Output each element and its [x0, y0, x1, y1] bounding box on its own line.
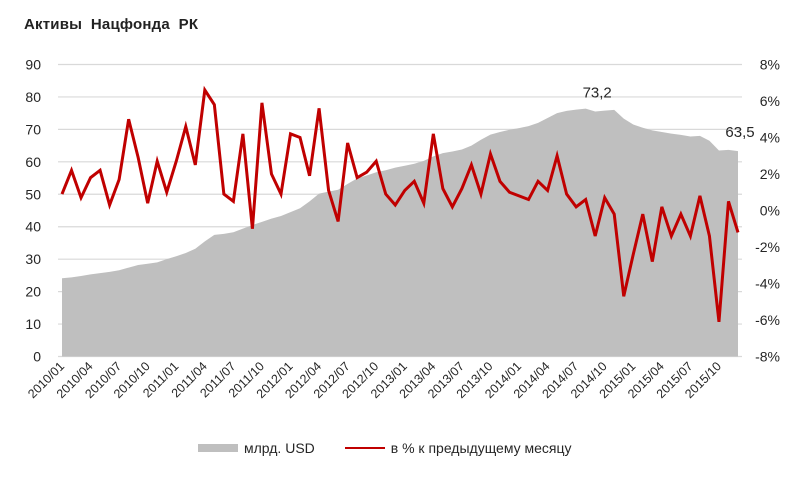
- y-right-tick-label: -8%: [755, 349, 780, 365]
- legend-item-area: млрд. USD: [198, 440, 315, 456]
- legend-swatch-area: [198, 444, 238, 452]
- y-right-tick-label: -2%: [755, 239, 780, 255]
- legend-label-line: в % к предыдущему месяцу: [391, 440, 572, 456]
- legend-swatch-line: [345, 447, 385, 449]
- legend-label-area: млрд. USD: [244, 440, 315, 456]
- data-label: 73,2: [583, 85, 612, 102]
- right-axis-labels: -8% -6% -4% -2% 0% 2% 4% 6% 8%: [755, 57, 780, 365]
- y-right-tick-label: 8%: [760, 57, 780, 73]
- y-right-tick-label: -4%: [755, 276, 780, 292]
- left-axis-labels: 0 10 20 30 40 50 60 70 80 90: [25, 57, 41, 365]
- y-right-tick-label: -6%: [755, 312, 780, 328]
- y-left-tick-label: 80: [25, 89, 41, 105]
- y-right-tick-label: 2%: [760, 166, 780, 182]
- y-left-tick-label: 50: [25, 186, 41, 202]
- y-left-tick-label: 0: [33, 349, 41, 365]
- legend-item-line: в % к предыдущему месяцу: [345, 440, 572, 456]
- y-left-tick-label: 70: [25, 121, 41, 137]
- legend: млрд. USD в % к предыдущему месяцу: [198, 440, 602, 456]
- y-left-tick-label: 60: [25, 154, 41, 170]
- y-right-tick-label: 6%: [760, 93, 780, 109]
- x-axis-labels: 2010/012010/042010/072010/102011/012011/…: [25, 359, 724, 401]
- area-series: [62, 109, 738, 357]
- y-right-tick-label: 0%: [760, 203, 780, 219]
- y-left-tick-label: 90: [25, 57, 41, 73]
- y-left-tick-label: 30: [25, 251, 41, 267]
- y-left-tick-label: 20: [25, 284, 41, 300]
- area-fill: [62, 109, 738, 357]
- data-label: 63,5: [725, 124, 754, 141]
- chart: 0 10 20 30 40 50 60 70 80 90 -8% -6% -4% -2% 0% 2% 4% 6%…: [0, 0, 800, 430]
- y-right-tick-label: 4%: [760, 130, 780, 146]
- y-left-tick-label: 40: [25, 219, 41, 235]
- y-left-tick-label: 10: [25, 316, 41, 332]
